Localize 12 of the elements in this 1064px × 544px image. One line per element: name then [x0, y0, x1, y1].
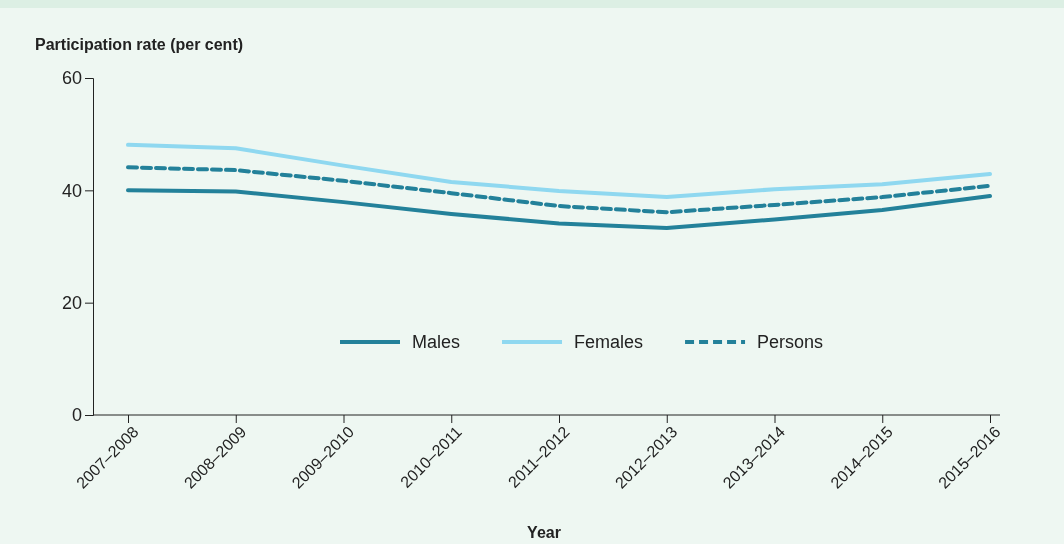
- line-series: [126, 142, 992, 200]
- x-axis-title: Year: [527, 524, 561, 541]
- y-axis-title: Participation rate (per cent): [35, 36, 244, 53]
- legend-label: Females: [574, 332, 644, 352]
- line-series: [126, 165, 992, 215]
- y-tick-label: 60: [61, 68, 82, 89]
- line-series: [126, 188, 992, 230]
- y-tick-label: 0: [71, 405, 82, 426]
- y-tick-label: 40: [61, 180, 82, 201]
- legend-label: Persons: [757, 332, 824, 352]
- legend-label: Males: [412, 332, 461, 352]
- y-tick-label: 20: [61, 292, 82, 313]
